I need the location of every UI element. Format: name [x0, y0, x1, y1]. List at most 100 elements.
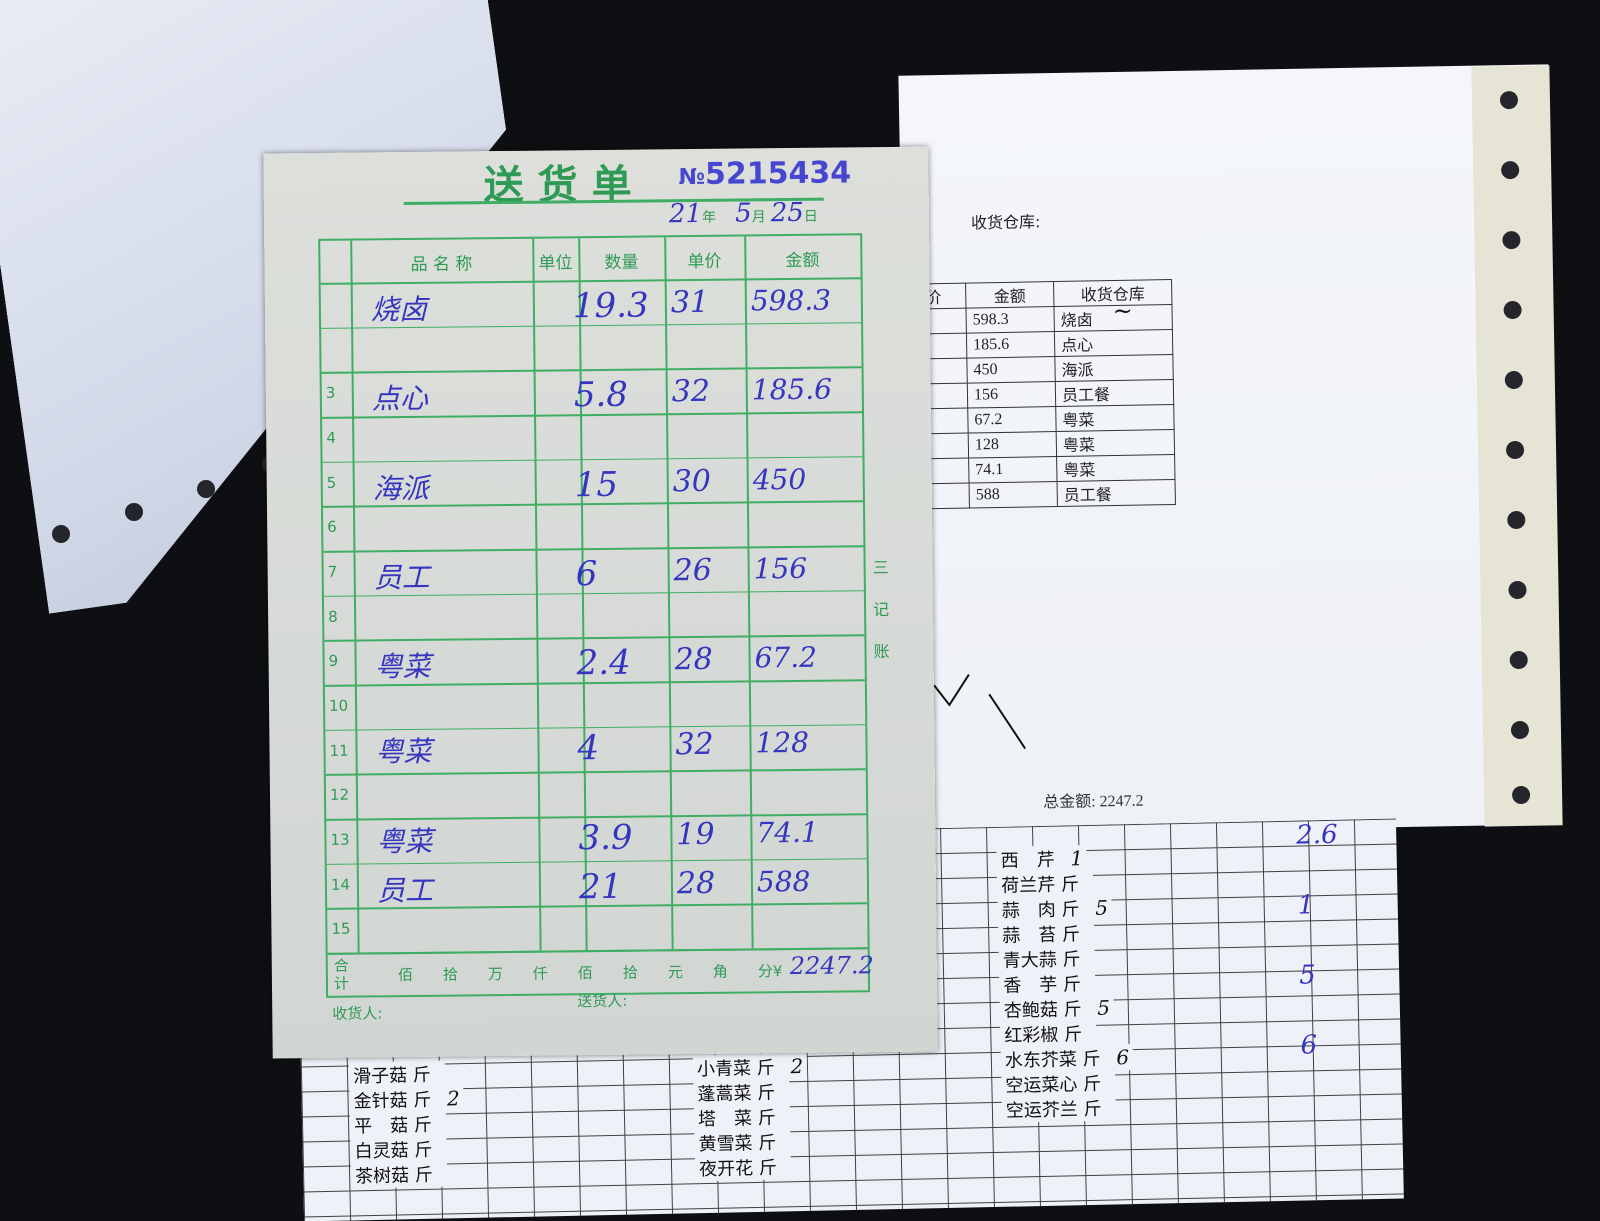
item-unit: 斤 [1061, 899, 1079, 920]
cell-warehouse: 员工餐 [1055, 379, 1173, 406]
total-unit: 拾 [623, 962, 638, 983]
handwritten-price: 32 [672, 374, 711, 409]
receipt-number: №5215434 [678, 155, 851, 192]
perforation-hole [197, 480, 215, 498]
cell-warehouse: 粤菜 [1057, 454, 1175, 481]
item-unit: 斤 [414, 1115, 432, 1136]
margin-note: 6 [1300, 1030, 1317, 1060]
total-unit: 佰 [398, 964, 413, 985]
item-name: 黄雪菜 [698, 1133, 752, 1155]
item-unit: 斤 [1083, 1099, 1101, 1120]
item-right: 空运芥兰 斤 [1002, 1094, 1116, 1122]
date-month: 5 [735, 198, 752, 228]
item-name: 小青菜 [697, 1058, 751, 1080]
item-right: 杏鲍菇 斤 5 [1000, 994, 1115, 1022]
item-unit: 斤 [757, 1058, 775, 1079]
column-header: 品 名 称 [350, 249, 532, 276]
item-qty [785, 1079, 786, 1103]
item-unit: 斤 [1062, 924, 1080, 945]
item-qty: 5 [1095, 896, 1108, 920]
item-qty [785, 1104, 786, 1128]
handwritten-price: 28 [674, 642, 713, 677]
total-value: 2247.2 [1099, 793, 1143, 811]
handwritten-amount: 450 [753, 462, 807, 496]
item-unit: 斤 [1063, 974, 1081, 995]
item-name: 红彩椒 [1004, 1025, 1058, 1047]
cell-warehouse: 点心 [1054, 329, 1172, 356]
handwritten-name: 员工 [377, 868, 433, 909]
total-unit: 仟 [533, 963, 548, 984]
date-day: 25 [771, 198, 804, 228]
item-right: 蒜 苔 斤 [998, 920, 1094, 948]
item-unit: 斤 [1063, 999, 1081, 1020]
handwritten-qty: 5.8 [574, 375, 628, 416]
cell-warehouse: 粤菜 [1056, 404, 1174, 431]
cell-amount: 156 [967, 382, 1055, 409]
item-right: 荷兰芹 斤 [997, 870, 1093, 898]
cell-warehouse: 粤菜 [1056, 429, 1174, 456]
item-name: 空运菜心 [1005, 1074, 1077, 1097]
row-number: 15 [331, 920, 350, 938]
item-middle: 小青菜 斤 2 [693, 1053, 808, 1081]
item-right: 空运菜心 斤 [1001, 1069, 1115, 1097]
item-name: 杏鲍菇 [1004, 1000, 1058, 1022]
row-number: 11 [329, 741, 348, 759]
row-number: 5 [327, 473, 337, 491]
handwritten-amount: 156 [753, 552, 807, 586]
handwritten-price: 28 [677, 865, 716, 900]
item-qty [1089, 871, 1090, 895]
total-unit: 角 [713, 961, 728, 982]
handwritten-qty: 4 [577, 728, 599, 768]
number-prefix: № [678, 165, 705, 190]
handwritten-price: 19 [676, 816, 715, 851]
side-char: 记 [873, 589, 893, 631]
item-name: 水东芥菜 [1005, 1049, 1077, 1072]
item-unit: 斤 [1061, 874, 1079, 895]
row-number: 12 [330, 786, 349, 804]
item-right: 香 芋 斤 [999, 970, 1095, 998]
item-unit: 斤 [1083, 1074, 1101, 1095]
cell-amount: 67.2 [968, 407, 1056, 434]
cell-warehouse: 员工餐 [1057, 479, 1175, 506]
column-header: 金额 [744, 245, 860, 271]
item-qty [442, 1112, 443, 1136]
cell-amount: 128 [968, 432, 1056, 459]
item-name: 香 芋 [1003, 975, 1057, 997]
item-right: 西 芹 1 [996, 845, 1087, 873]
total-unit: 元 [668, 961, 683, 982]
item-unit: 斤 [413, 1090, 431, 1111]
item-unit: 斤 [758, 1108, 776, 1129]
item-right: 蒜 肉 斤 5 [997, 894, 1112, 922]
handwritten-amount: 588 [757, 864, 811, 898]
item-left: 平 菇 斤 [350, 1110, 446, 1138]
row-number: 7 [328, 563, 338, 581]
row-number: 9 [329, 652, 339, 670]
item-name: 金针菇 [353, 1090, 407, 1112]
total-unit: 佰 [578, 962, 593, 983]
item-qty [1091, 971, 1092, 995]
handwritten-qty: 6 [575, 554, 597, 594]
side-char: 账 [873, 631, 893, 673]
item-qty: 2 [790, 1054, 803, 1078]
item-qty [1092, 1021, 1093, 1045]
total-unit: 拾 [443, 964, 458, 985]
item-qty: 2 [447, 1086, 460, 1110]
tractor-feed-strip [1471, 65, 1562, 826]
item-qty [786, 1129, 787, 1153]
handwritten-name: 点心 [372, 377, 428, 418]
margin-note: 2.6 [1296, 820, 1338, 851]
row-number: 3 [326, 384, 336, 402]
item-left: 滑子菇 斤 [349, 1061, 445, 1089]
cell-warehouse: 海派 [1055, 354, 1173, 381]
column-header: 数量 [578, 247, 664, 273]
year-label: 年 [702, 210, 716, 226]
signature-stroke [929, 664, 1031, 756]
total-unit: 万 [488, 963, 503, 984]
warehouse-label: 收货仓库: [971, 208, 1041, 233]
total-value: 2247.2 [790, 951, 874, 980]
row-number: 8 [328, 607, 338, 625]
receipt-date: 21年 5月 25日 [669, 198, 818, 230]
row-number: 13 [330, 831, 349, 849]
item-unit: 斤 [757, 1083, 775, 1104]
